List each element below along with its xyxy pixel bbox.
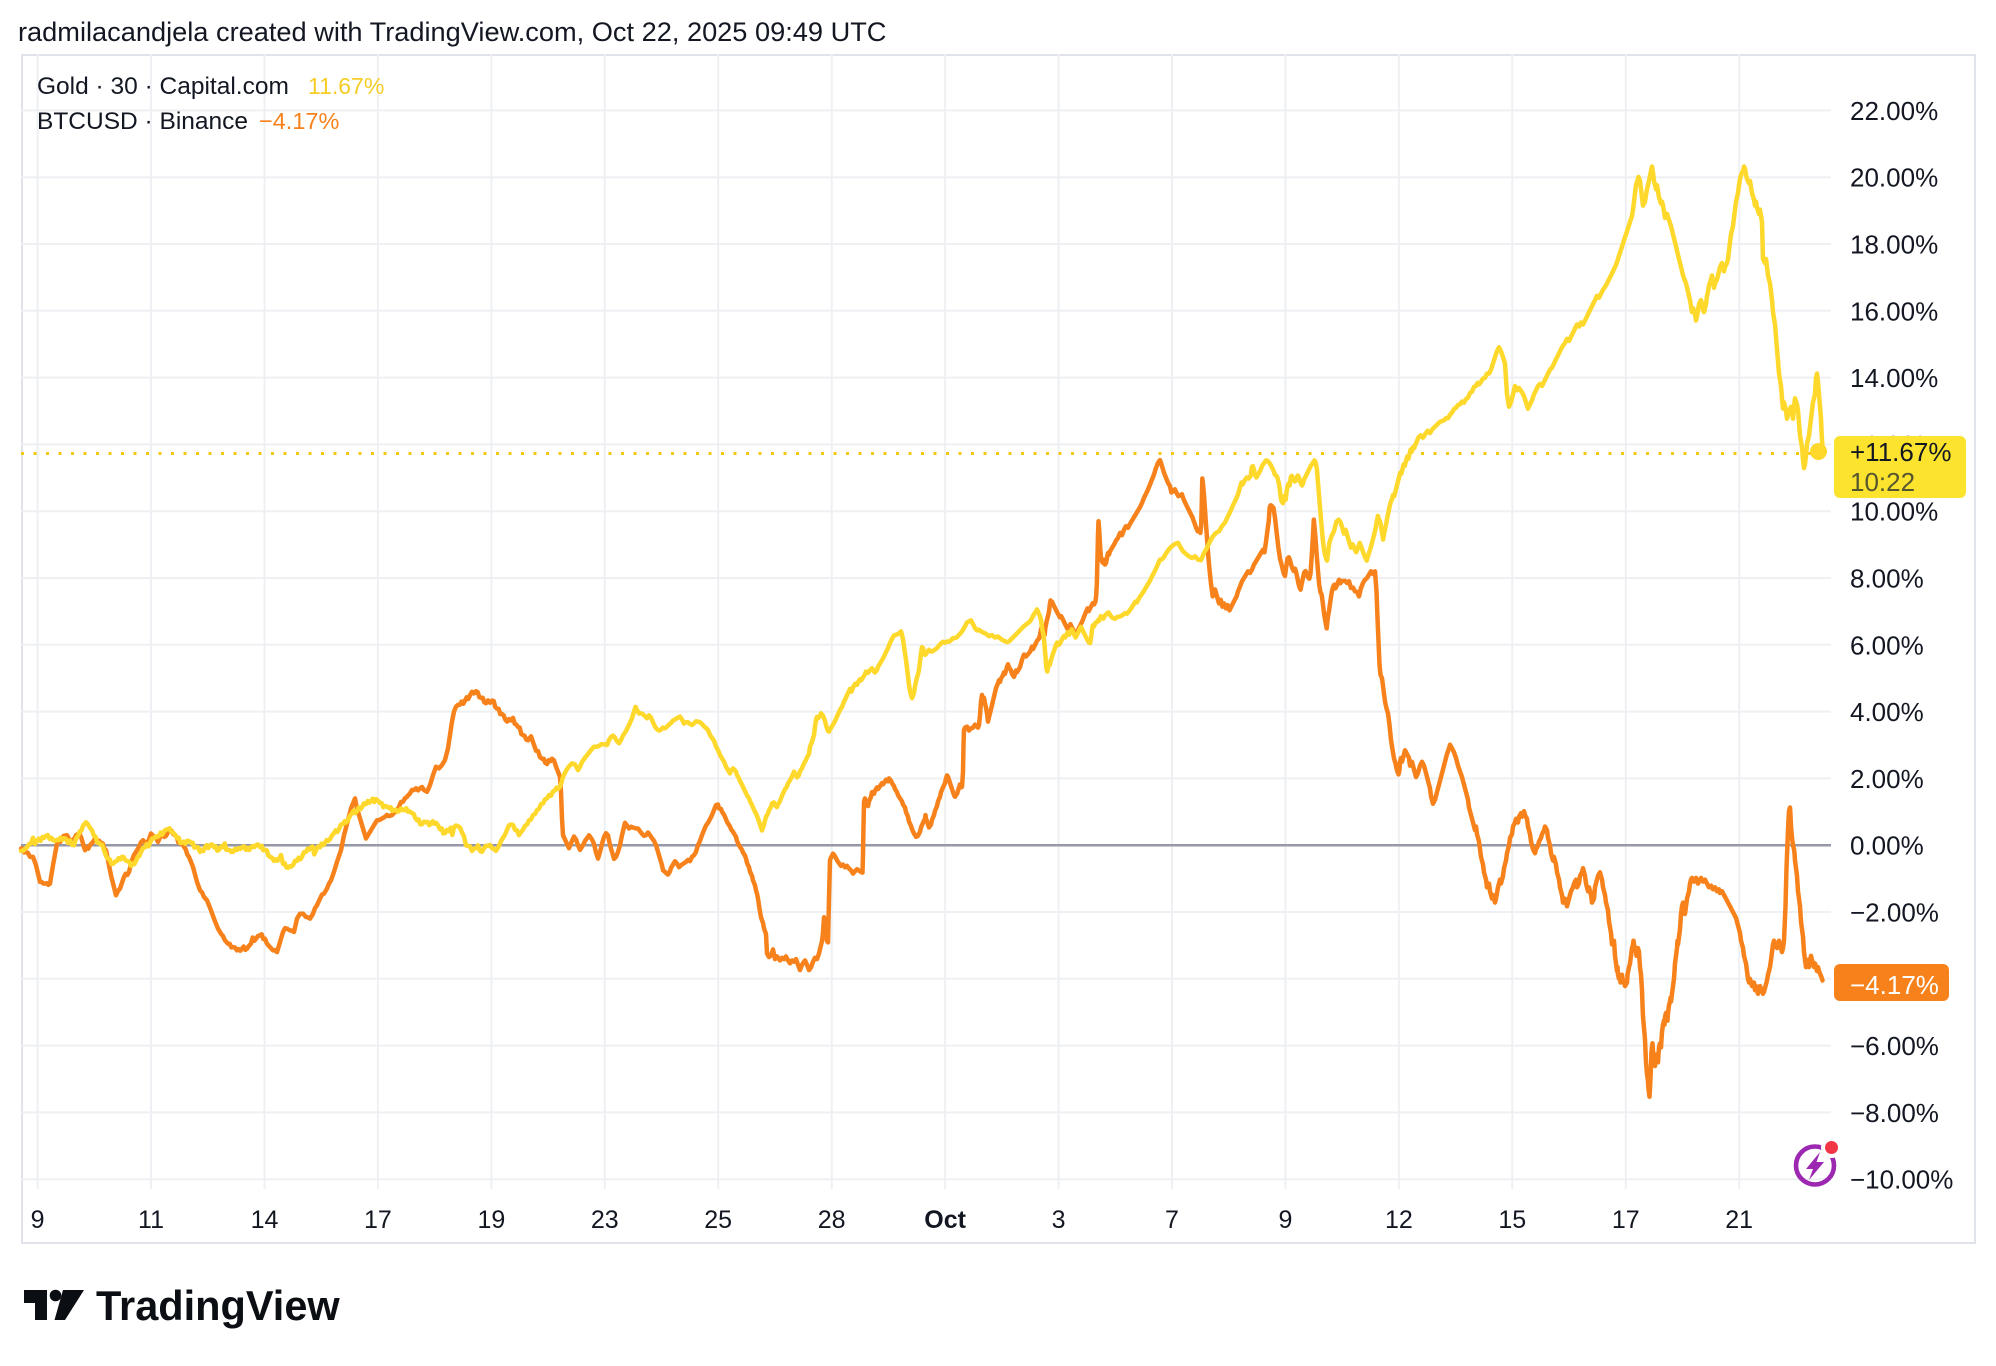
svg-text:7: 7: [1165, 1206, 1179, 1234]
svg-text:12: 12: [1385, 1206, 1413, 1234]
svg-text:9: 9: [31, 1206, 45, 1234]
svg-text:11.67%: 11.67%: [308, 73, 384, 99]
svg-text:14: 14: [251, 1206, 279, 1234]
svg-text:−4.17%: −4.17%: [1850, 970, 1939, 1000]
svg-text:3: 3: [1052, 1206, 1066, 1234]
svg-text:25: 25: [704, 1206, 732, 1234]
svg-text:TradingView: TradingView: [96, 1282, 340, 1329]
svg-text:BTCUSD · Binance: BTCUSD · Binance: [37, 108, 248, 135]
svg-text:0.00%: 0.00%: [1850, 831, 1924, 861]
svg-text:17: 17: [364, 1206, 392, 1234]
svg-text:−4.17%: −4.17%: [259, 108, 339, 134]
svg-text:6.00%: 6.00%: [1850, 630, 1924, 660]
svg-text:Gold · 30 · Capital.com: Gold · 30 · Capital.com: [37, 73, 289, 100]
svg-text:radmilacandjela created with T: radmilacandjela created with TradingView…: [18, 16, 886, 47]
svg-text:20.00%: 20.00%: [1850, 163, 1938, 193]
svg-text:4.00%: 4.00%: [1850, 697, 1924, 727]
svg-text:23: 23: [591, 1206, 619, 1234]
svg-text:21: 21: [1725, 1206, 1753, 1234]
svg-text:10:22: 10:22: [1850, 467, 1915, 497]
svg-text:8.00%: 8.00%: [1850, 564, 1924, 594]
svg-text:2.00%: 2.00%: [1850, 764, 1924, 794]
svg-text:−8.00%: −8.00%: [1850, 1098, 1939, 1128]
svg-text:19: 19: [477, 1206, 505, 1234]
svg-text:+11.67%: +11.67%: [1850, 437, 1951, 467]
svg-text:9: 9: [1278, 1206, 1292, 1234]
svg-text:16.00%: 16.00%: [1850, 296, 1938, 326]
svg-text:Oct: Oct: [924, 1206, 966, 1234]
svg-text:10.00%: 10.00%: [1850, 497, 1938, 527]
svg-text:15: 15: [1498, 1206, 1526, 1234]
svg-text:−6.00%: −6.00%: [1850, 1031, 1939, 1061]
svg-text:18.00%: 18.00%: [1850, 230, 1938, 260]
svg-text:11: 11: [138, 1206, 164, 1234]
svg-text:22.00%: 22.00%: [1850, 96, 1938, 126]
svg-text:−10.00%: −10.00%: [1850, 1165, 1953, 1195]
svg-text:14.00%: 14.00%: [1850, 363, 1938, 393]
svg-text:−2.00%: −2.00%: [1850, 898, 1939, 928]
svg-text:28: 28: [818, 1206, 846, 1234]
svg-text:17: 17: [1612, 1206, 1640, 1234]
